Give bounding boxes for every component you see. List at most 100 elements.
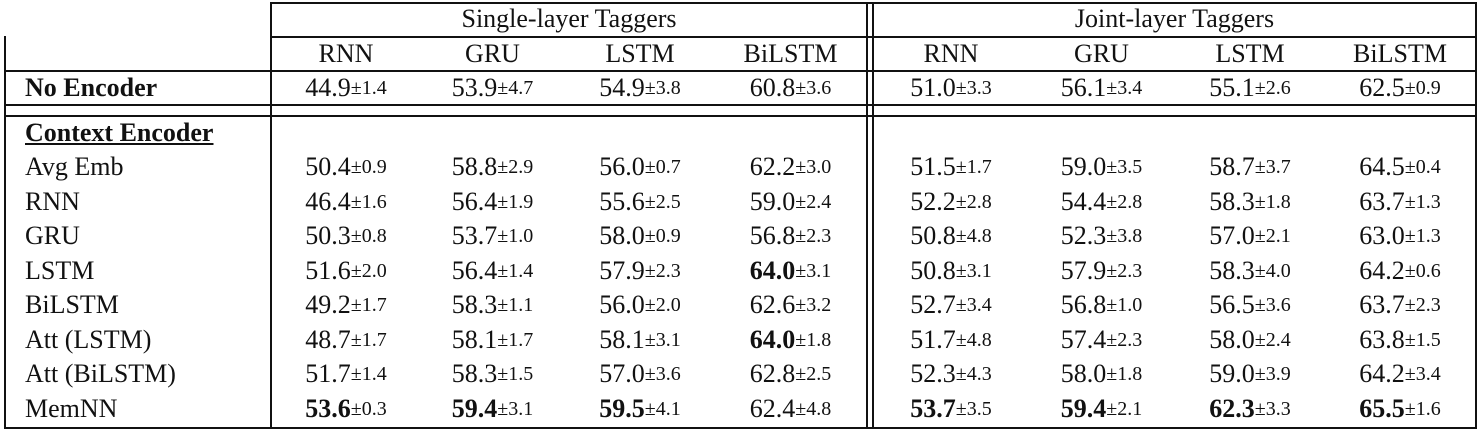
std: ±3.2	[795, 294, 832, 317]
cell: 52.3 ±4.3	[874, 357, 1028, 392]
cell: 56.0 ±2.0	[565, 288, 715, 323]
mean: 58.0	[1209, 324, 1255, 354]
std: ±2.9	[497, 156, 534, 179]
cell: 65.5 ±1.6	[1325, 392, 1475, 427]
cell: 57.9 ±2.3	[1028, 254, 1175, 289]
mean: 49.2	[305, 290, 351, 320]
mean: 56.5	[1209, 290, 1255, 320]
mean: 52.7	[910, 290, 956, 320]
std: ±4.0	[1254, 259, 1291, 282]
mean: 53.7	[910, 393, 956, 423]
std: ±1.8	[1254, 190, 1291, 213]
std: ±2.8	[1106, 190, 1143, 213]
std: ±1.4	[497, 259, 534, 282]
cell: 53.7 ±1.0	[420, 219, 565, 254]
cell: 56.5 ±3.6	[1175, 288, 1325, 323]
mean: 56.0	[599, 290, 645, 320]
cell: 59.0 ±3.5	[1028, 150, 1175, 185]
row-label: MemNN	[25, 393, 118, 423]
std: ±3.5	[955, 397, 992, 420]
column-header: BiLSTM	[743, 38, 838, 68]
mean: 53.9	[451, 72, 498, 102]
mean: 52.3	[1060, 221, 1107, 251]
mean: 60.8	[749, 72, 796, 102]
mean: 62.4	[749, 393, 796, 423]
mean: 58.3	[1209, 255, 1255, 285]
std: ±2.4	[1254, 328, 1291, 351]
mean: 59.4	[1060, 393, 1107, 423]
std: ±1.6	[350, 190, 387, 213]
cell: 58.3 ±4.0	[1175, 254, 1325, 289]
cell: 58.1 ±3.1	[565, 323, 715, 358]
cell: 54.4 ±2.8	[1028, 185, 1175, 220]
std: ±4.8	[955, 328, 992, 351]
cell: 62.6 ±3.2	[715, 288, 866, 323]
cell: 50.4 ±0.9	[272, 150, 420, 185]
mean: 50.8	[910, 221, 956, 251]
mean: 53.7	[451, 221, 498, 251]
cell: 56.1 ±3.4	[1028, 71, 1175, 104]
mean: 62.6	[749, 290, 796, 320]
mean: 50.4	[305, 152, 351, 182]
row-label: LSTM	[25, 255, 95, 285]
cell: 60.8 ±3.6	[715, 71, 866, 104]
std: ±3.5	[1106, 156, 1143, 179]
std: ±3.6	[644, 363, 681, 386]
mean: 52.2	[910, 186, 956, 216]
std: ±0.9	[644, 225, 681, 248]
std: ±1.8	[795, 328, 832, 351]
std: ±3.8	[1106, 225, 1143, 248]
cell: 64.0 ±1.8	[715, 323, 866, 358]
std: ±2.0	[644, 294, 681, 317]
row-label: RNN	[25, 186, 80, 216]
group-header: Single-layer Taggers	[461, 4, 677, 33]
column-header: RNN	[923, 38, 979, 68]
mean: 56.8	[1060, 290, 1107, 320]
cell: 53.6 ±0.3	[272, 392, 420, 427]
std: ±3.3	[955, 76, 992, 99]
cell: 62.2 ±3.0	[715, 150, 866, 185]
mean: 51.0	[910, 72, 956, 102]
mean: 59.0	[1209, 359, 1255, 389]
mean: 48.7	[305, 324, 351, 354]
mean: 55.6	[599, 186, 645, 216]
std: ±3.8	[644, 76, 681, 99]
std: ±3.3	[1254, 397, 1291, 420]
row-label: BiLSTM	[25, 290, 119, 320]
cell: 62.4 ±4.8	[715, 392, 866, 427]
std: ±3.7	[1254, 156, 1291, 179]
std: ±1.4	[350, 76, 387, 99]
rule	[4, 70, 1476, 72]
std: ±1.7	[350, 294, 387, 317]
row-label: Att (BiLSTM)	[25, 359, 176, 389]
mean: 59.0	[749, 186, 796, 216]
std: ±2.4	[795, 190, 832, 213]
column-header: BiLSTM	[1353, 38, 1447, 68]
column-header: GRU	[465, 38, 520, 68]
cell: 58.3 ±1.1	[420, 288, 565, 323]
std: ±2.3	[1106, 259, 1143, 282]
cell: 46.4 ±1.6	[272, 185, 420, 220]
std: ±3.9	[1254, 363, 1291, 386]
cell: 51.0 ±3.3	[874, 71, 1028, 104]
column-header: LSTM	[605, 38, 675, 68]
mean: 55.1	[1209, 72, 1255, 102]
cell: 54.9 ±3.8	[565, 71, 715, 104]
row-label: No Encoder	[25, 72, 158, 102]
cell: 64.2 ±3.4	[1325, 357, 1475, 392]
cell: 53.9 ±4.7	[420, 71, 565, 104]
rule	[270, 2, 272, 429]
std: ±0.7	[644, 156, 681, 179]
std: ±1.5	[1404, 328, 1441, 351]
cell: 58.1 ±1.7	[420, 323, 565, 358]
std: ±1.3	[1404, 225, 1441, 248]
std: ±3.4	[1106, 76, 1143, 99]
std: ±2.5	[795, 363, 832, 386]
mean: 63.7	[1359, 290, 1405, 320]
rule	[872, 2, 874, 429]
column-header: LSTM	[1215, 38, 1285, 68]
mean: 59.4	[451, 393, 498, 423]
mean: 64.0	[749, 255, 796, 285]
cell: 52.7 ±3.4	[874, 288, 1028, 323]
std: ±1.1	[497, 294, 534, 317]
